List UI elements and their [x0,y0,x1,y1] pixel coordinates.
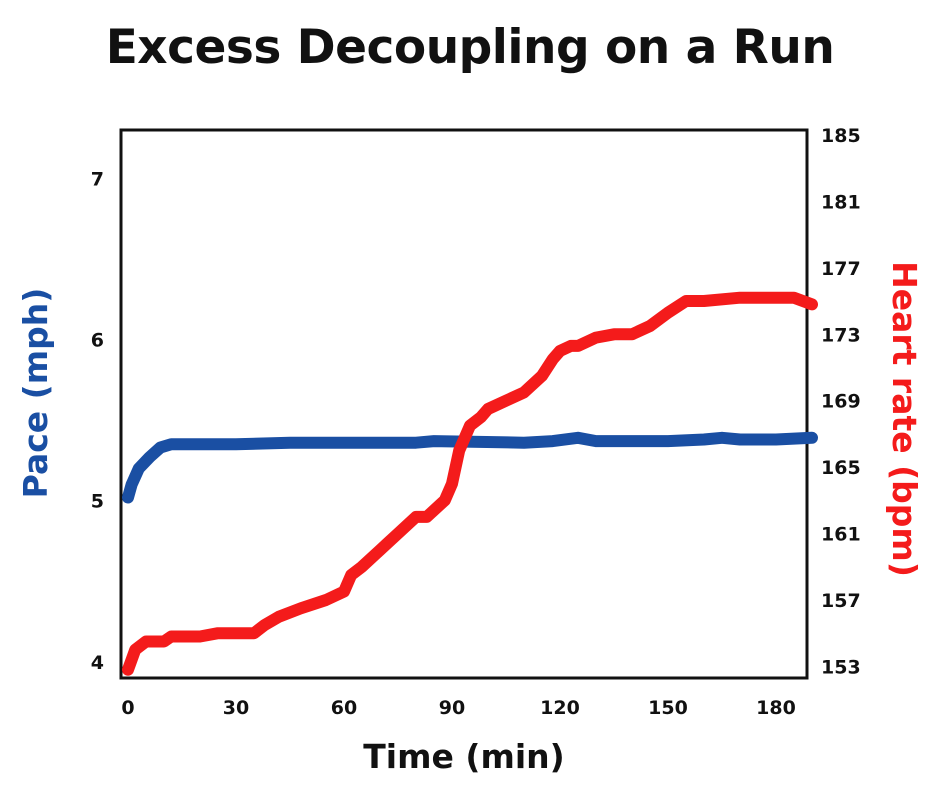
series-layer [122,291,818,676]
right-y-tick-label: 181 [821,191,861,213]
left-y-tick-label: 5 [91,491,104,513]
plot-frame [119,128,809,680]
x-tick-label: 150 [648,697,688,719]
chart-title: Excess Decoupling on a Run [105,20,835,75]
left-y-tick-label: 6 [91,330,104,352]
right-y-tick-label: 169 [821,391,861,413]
x-tick-label: 180 [756,697,796,719]
x-axis-title: Time (min) [363,737,564,776]
x-tick-label: 120 [540,697,580,719]
tick-layer: 0 30 60 90 120 150 180 4 5 6 7 153 157 161 165 169 173 17… [91,125,861,719]
right-y-tick-label: 165 [821,457,861,479]
right-y-tick-label: 161 [821,524,861,546]
left-y-tick-label: 7 [91,168,104,190]
right-y-tick-label: 157 [821,590,861,612]
x-tick-label: 60 [331,697,357,719]
x-tick-label: 90 [439,697,465,719]
x-tick-label: 0 [121,697,134,719]
left-axis-title: Pace (mph) [16,288,55,499]
right-axis-title: Heart rate (bpm) [885,261,924,577]
right-y-tick-label: 153 [821,656,861,678]
x-tick-label: 30 [223,697,249,719]
right-y-tick-label: 185 [821,125,861,147]
heart-rate-line [122,291,818,676]
right-y-tick-label: 173 [821,324,861,346]
left-y-tick-label: 4 [91,652,104,674]
pace-line [122,431,818,504]
right-y-tick-label: 177 [821,258,861,280]
